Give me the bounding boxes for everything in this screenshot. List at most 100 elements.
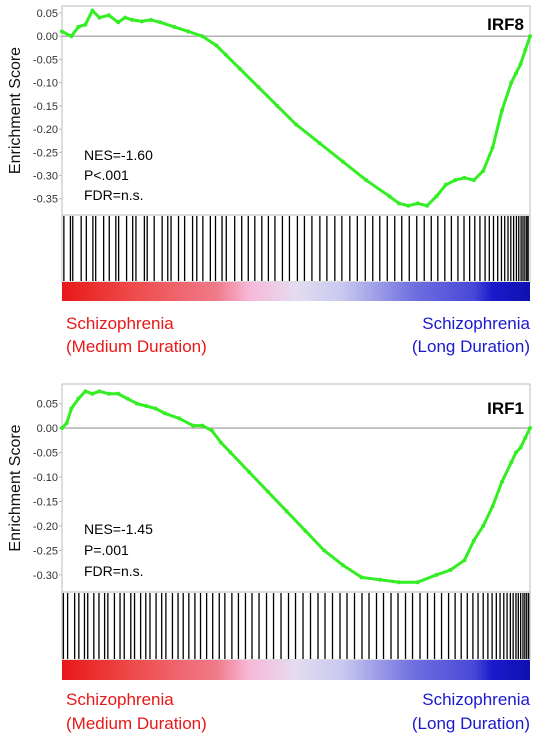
curve-point — [340, 159, 345, 164]
right-group-label-1: Schizophrenia — [422, 690, 530, 709]
curve-point — [434, 572, 439, 577]
curve-point — [116, 20, 121, 25]
y-axis-label: Enrichment Score — [7, 424, 24, 551]
curve-point — [509, 80, 514, 85]
curve-point — [106, 391, 111, 396]
curve-point — [396, 580, 401, 585]
curve-point — [158, 20, 163, 25]
curve-point — [364, 178, 369, 183]
curve-point — [219, 440, 224, 445]
curve-point — [172, 24, 177, 29]
curve-point — [134, 401, 139, 406]
curve-point — [396, 201, 401, 206]
curve-point — [443, 182, 448, 187]
curve-point — [123, 15, 128, 20]
curve-point — [528, 34, 532, 39]
curve-point — [200, 423, 205, 428]
curve-point — [284, 509, 289, 514]
curve-point — [471, 178, 476, 183]
rank-gradient-bar — [62, 660, 530, 680]
curve-point — [60, 426, 64, 431]
curve-point — [513, 450, 518, 455]
curve-point — [340, 563, 345, 568]
curve-point — [322, 548, 327, 553]
right-group-label-2: (Long Duration) — [412, 714, 530, 733]
curve-point — [448, 567, 453, 572]
left-group-label-1: Schizophrenia — [66, 314, 174, 333]
gene-title: IRF1 — [487, 399, 524, 418]
curve-point — [387, 194, 392, 199]
curve-point — [471, 538, 476, 543]
y-tick-label: -0.15 — [33, 101, 58, 113]
gene-title: IRF8 — [487, 15, 524, 34]
y-tick-label: 0.00 — [37, 31, 58, 43]
y-tick-label: -0.10 — [33, 472, 58, 484]
y-tick-label: -0.30 — [33, 171, 58, 183]
right-group-label-2: (Long Duration) — [412, 337, 530, 356]
curve-point — [153, 406, 158, 411]
y-tick-label: -0.20 — [33, 124, 58, 136]
curve-point — [509, 460, 514, 465]
left-group-label-2: (Medium Duration) — [66, 337, 207, 356]
curve-point — [528, 426, 532, 431]
curve-point — [513, 71, 518, 76]
curve-point — [106, 13, 111, 18]
curve-point — [228, 450, 233, 455]
curve-point — [191, 423, 196, 428]
curve-point — [83, 389, 88, 394]
curve-point — [359, 575, 364, 580]
stat-line: P<.001 — [84, 167, 129, 183]
curve-point — [125, 396, 130, 401]
curve-point — [247, 470, 252, 475]
left-group-label-2: (Medium Duration) — [66, 714, 207, 733]
stat-line: NES=-1.45 — [84, 521, 153, 537]
curve-point — [434, 194, 439, 199]
curve-point — [60, 29, 64, 34]
y-tick-label: -0.35 — [33, 194, 58, 206]
curve-point — [209, 428, 214, 433]
curve-point — [415, 580, 420, 585]
curve-point — [237, 66, 242, 71]
curve-point — [294, 122, 298, 127]
group-labels-bottom: Schizophrenia (Medium Duration) Schizoph… — [66, 690, 531, 733]
y-tick-label: 0.05 — [37, 399, 58, 411]
enrichment-curve — [61, 9, 532, 208]
y-tick-label: 0.00 — [37, 423, 58, 435]
curve-point — [378, 577, 383, 582]
curve-point — [303, 528, 308, 533]
plot-frame — [61, 383, 531, 593]
curve-point — [499, 108, 504, 113]
y-tick-label: -0.25 — [33, 147, 58, 159]
y-tick-label: -0.05 — [33, 54, 58, 66]
rank-gradient-bar — [62, 282, 530, 301]
curve-point — [523, 435, 528, 440]
curve-point — [425, 203, 430, 208]
curve-point — [518, 62, 523, 67]
curve-point — [97, 15, 102, 20]
curve-point — [162, 411, 167, 416]
curve-point — [523, 48, 528, 53]
curve-point — [499, 479, 504, 484]
curve-point — [275, 103, 280, 108]
gsea-panel-irf8: 0.05 0.00 -0.05 -0.10 -0.15 -0.20 -0.25 -0.30 -0… — [7, 5, 532, 301]
curve-point — [490, 504, 495, 509]
stat-line: FDR=n.s. — [84, 563, 144, 579]
curve-point — [97, 389, 102, 394]
curve-point — [83, 22, 88, 27]
curve-point — [317, 141, 322, 146]
curve-point — [490, 145, 495, 150]
curve-point — [453, 178, 458, 183]
y-tick-label: -0.30 — [33, 570, 58, 582]
curve-point — [144, 404, 149, 409]
gsea-panel-irf1: 0.05 0.00 -0.05 -0.10 -0.15 -0.20 -0.25 -0.30 En… — [7, 383, 532, 680]
y-axis-label: Enrichment Score — [7, 47, 24, 174]
curve-point — [69, 34, 74, 39]
curve-point — [69, 406, 74, 411]
curve-point — [200, 34, 205, 39]
plot-frame — [61, 5, 531, 216]
y-tick-label: -0.05 — [33, 448, 58, 460]
curve-point — [64, 421, 69, 426]
y-tick-label: -0.15 — [33, 496, 58, 508]
stat-line: FDR=n.s. — [84, 187, 144, 203]
